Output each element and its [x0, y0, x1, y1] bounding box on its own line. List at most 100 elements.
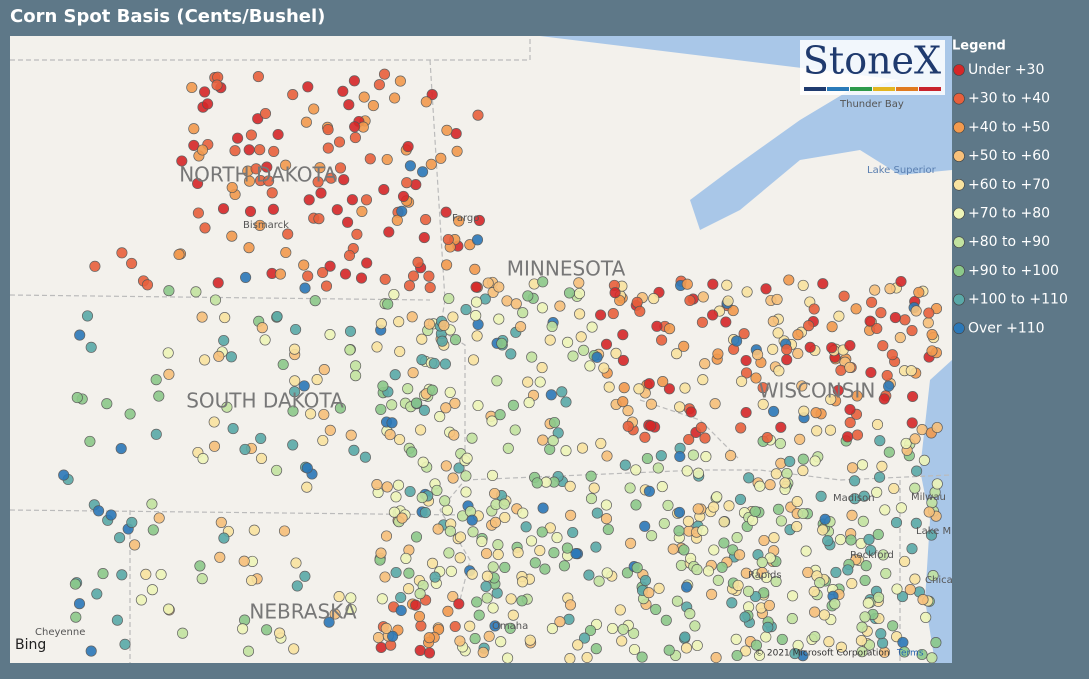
place-label: Lake M — [916, 526, 951, 537]
dot — [775, 421, 787, 433]
dot — [771, 293, 783, 305]
dot — [889, 312, 901, 324]
dot — [394, 433, 406, 446]
dot — [886, 349, 898, 361]
dot — [768, 532, 780, 544]
legend-label: +90 to +100 — [968, 263, 1059, 279]
dot — [439, 358, 451, 370]
dot — [255, 432, 267, 444]
dot — [923, 307, 935, 319]
dot — [761, 432, 773, 444]
dot — [499, 561, 511, 573]
dot — [658, 517, 670, 530]
dot — [601, 450, 613, 462]
dot — [515, 321, 527, 333]
dot — [536, 526, 548, 538]
dot — [537, 434, 549, 446]
place-label: Madison — [833, 493, 875, 504]
dot — [628, 643, 641, 656]
dot — [772, 327, 784, 339]
dots — [58, 68, 943, 663]
dot — [910, 305, 922, 317]
dot — [534, 376, 546, 388]
dot — [725, 450, 737, 462]
dot — [890, 517, 903, 529]
dot — [342, 216, 354, 228]
dot — [846, 577, 858, 590]
dot — [798, 405, 810, 417]
dot — [545, 389, 557, 401]
dot — [115, 443, 127, 455]
dot — [394, 75, 406, 87]
dot — [631, 562, 643, 574]
dot — [345, 429, 357, 441]
dot — [756, 556, 768, 568]
dot — [389, 92, 401, 104]
dot — [767, 343, 779, 355]
dot — [808, 585, 820, 598]
dot — [768, 405, 780, 417]
dot — [584, 624, 597, 637]
dot — [874, 435, 886, 447]
dot — [851, 390, 863, 402]
dot — [678, 340, 690, 352]
dot — [865, 366, 877, 379]
dot — [412, 256, 424, 268]
dot — [586, 321, 598, 333]
dot — [466, 514, 478, 526]
dot — [176, 155, 188, 167]
dot — [789, 648, 801, 660]
dot — [731, 649, 743, 662]
dot — [740, 354, 752, 367]
dot — [343, 99, 355, 111]
dot — [826, 321, 838, 333]
dot — [384, 429, 396, 441]
dot — [318, 364, 330, 376]
dot — [491, 587, 503, 599]
dot — [906, 325, 918, 337]
dot — [494, 409, 506, 421]
dot — [926, 345, 938, 357]
dot — [875, 628, 887, 640]
dot — [89, 260, 101, 272]
state-label: NEBRASKA — [249, 600, 357, 624]
dot — [616, 635, 628, 647]
dot — [878, 393, 890, 405]
dot — [192, 207, 204, 219]
dot — [388, 288, 400, 301]
dot — [652, 462, 664, 474]
dot — [129, 539, 141, 551]
dot — [918, 454, 930, 466]
dot — [562, 336, 574, 348]
dot — [317, 266, 329, 279]
dot — [844, 403, 856, 416]
dot — [150, 374, 162, 386]
dot — [282, 228, 294, 240]
place-label: Rockford — [850, 550, 894, 561]
dot — [575, 331, 587, 343]
dot — [811, 425, 823, 437]
dot — [467, 526, 479, 538]
dot — [678, 544, 690, 556]
dot — [646, 530, 658, 542]
dot — [699, 358, 711, 370]
dot — [387, 630, 399, 642]
dot — [254, 144, 266, 156]
dot — [338, 174, 350, 186]
dot — [617, 396, 629, 408]
dot — [651, 320, 663, 332]
dot — [792, 347, 804, 360]
dot — [454, 635, 466, 647]
dot — [375, 403, 387, 415]
dot — [410, 531, 423, 543]
terms[interactable]: Terms — [896, 649, 924, 659]
dot — [573, 287, 586, 300]
dot — [650, 603, 662, 615]
dot — [460, 486, 472, 498]
dot — [643, 378, 655, 390]
dot — [673, 525, 685, 537]
dot — [337, 85, 349, 97]
dot — [923, 506, 935, 518]
dot — [850, 303, 862, 315]
dot — [600, 499, 612, 511]
